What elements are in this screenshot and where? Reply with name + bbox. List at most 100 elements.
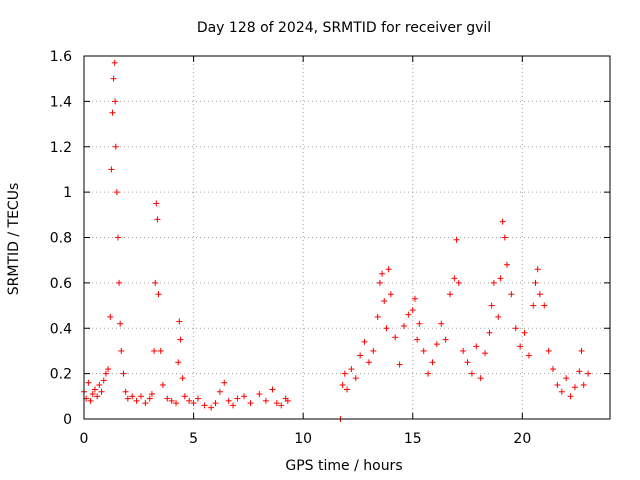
data-point	[194, 395, 201, 402]
data-point	[554, 381, 561, 388]
data-point	[173, 400, 180, 407]
data-point	[129, 393, 136, 400]
data-point	[464, 359, 471, 366]
data-point	[157, 347, 164, 354]
data-point	[387, 291, 394, 298]
data-point	[148, 391, 155, 398]
data-point	[348, 366, 355, 373]
data-point	[112, 143, 119, 150]
data-point	[405, 311, 412, 318]
data-point	[576, 368, 583, 375]
data-point	[110, 75, 117, 82]
data-point	[168, 397, 175, 404]
data-point	[580, 381, 587, 388]
data-point	[85, 379, 92, 386]
data-point	[177, 336, 184, 343]
data-point	[455, 279, 462, 286]
data-point	[453, 236, 460, 243]
data-point	[133, 397, 140, 404]
data-point	[433, 341, 440, 348]
data-point	[118, 347, 125, 354]
data-point	[521, 329, 528, 336]
data-point	[512, 325, 519, 332]
data-point	[550, 366, 557, 373]
data-point	[179, 375, 186, 382]
data-point	[409, 307, 416, 314]
x-tick-label: 0	[80, 431, 89, 447]
data-point	[374, 313, 381, 320]
data-point	[468, 370, 475, 377]
x-tick-label: 5	[189, 431, 198, 447]
data-point	[352, 375, 359, 382]
data-point	[98, 388, 105, 395]
data-point	[341, 370, 348, 377]
data-point	[108, 166, 115, 173]
data-point	[460, 347, 467, 354]
data-point	[473, 343, 480, 350]
data-point	[370, 347, 377, 354]
data-point	[186, 397, 193, 404]
data-point	[112, 98, 119, 105]
data-point	[240, 393, 247, 400]
data-point	[159, 381, 166, 388]
data-point	[411, 295, 418, 302]
data-point	[117, 320, 124, 327]
data-point	[525, 352, 532, 359]
data-point	[532, 279, 539, 286]
data-point	[438, 320, 445, 327]
data-point	[87, 397, 94, 404]
data-point	[190, 400, 197, 407]
data-point	[392, 334, 399, 341]
chart-title: Day 128 of 2024, SRMTID for receiver gvi…	[197, 20, 491, 36]
data-point	[116, 279, 123, 286]
data-point	[530, 302, 537, 309]
y-tick-label: 0.8	[50, 231, 72, 247]
data-points	[81, 59, 592, 422]
data-point	[247, 400, 254, 407]
x-tick-label: 10	[294, 431, 312, 447]
data-point	[284, 397, 291, 404]
data-point	[558, 388, 565, 395]
y-tick-label: 1	[63, 185, 72, 201]
data-point	[499, 218, 506, 225]
data-point	[216, 388, 223, 395]
data-point	[155, 291, 162, 298]
data-point	[154, 216, 161, 223]
data-point	[164, 395, 171, 402]
data-point	[153, 200, 160, 207]
data-point	[536, 291, 543, 298]
data-point	[256, 391, 263, 398]
data-point	[416, 320, 423, 327]
data-point	[420, 347, 427, 354]
data-point	[234, 395, 241, 402]
data-point	[585, 370, 592, 377]
y-tick-label: 0.6	[50, 276, 72, 292]
data-point	[208, 404, 215, 411]
data-point	[151, 347, 158, 354]
data-point	[385, 266, 392, 273]
data-point	[269, 386, 276, 393]
data-point	[105, 366, 112, 373]
y-axis-label: SRMTID / TECUs	[6, 183, 22, 296]
data-point	[442, 336, 449, 343]
data-point	[113, 189, 120, 196]
grid	[84, 56, 610, 419]
y-tick-label: 1.2	[50, 140, 72, 156]
x-axis-label: GPS time / hours	[285, 458, 402, 474]
data-point	[124, 395, 131, 402]
data-point	[181, 393, 188, 400]
data-point	[501, 234, 508, 241]
data-point	[212, 400, 219, 407]
data-point	[94, 393, 101, 400]
data-point	[486, 329, 493, 336]
data-point	[578, 347, 585, 354]
data-point	[114, 234, 121, 241]
data-point	[429, 359, 436, 366]
y-tick-label: 0.4	[50, 321, 72, 337]
data-point	[497, 275, 504, 282]
data-point	[490, 279, 497, 286]
data-point	[503, 261, 510, 268]
data-point	[376, 279, 383, 286]
data-point	[451, 275, 458, 282]
